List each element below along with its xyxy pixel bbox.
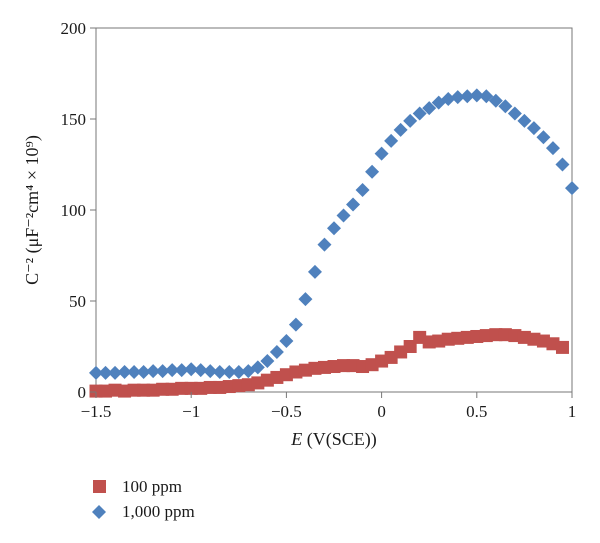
data-point-1000ppm [507, 106, 522, 121]
x-tick-label: −1 [182, 402, 200, 421]
data-point-1000ppm [355, 182, 370, 197]
data-point-1000ppm [165, 363, 180, 378]
data-point-1000ppm [136, 364, 151, 379]
data-point-1000ppm [384, 133, 399, 148]
y-axis-label: C⁻² (μF⁻²cm⁴ × 10⁹) [22, 135, 43, 285]
data-point-1000ppm [488, 93, 503, 108]
data-point-1000ppm [526, 121, 541, 136]
y-tick-label: 150 [61, 110, 87, 129]
data-point-1000ppm [469, 88, 484, 103]
series-100ppm [89, 328, 569, 398]
y-tick-label: 100 [61, 201, 87, 220]
data-point-1000ppm [184, 362, 199, 377]
y-tick-label: 0 [78, 383, 87, 402]
series-1000ppm [89, 88, 579, 380]
data-point-1000ppm [89, 365, 103, 380]
data-point-1000ppm [193, 363, 208, 378]
y-axis: 0 50 100 150 200 [61, 19, 96, 402]
data-point-1000ppm [412, 106, 427, 121]
data-point-1000ppm [545, 141, 560, 156]
data-point-1000ppm [374, 146, 389, 161]
data-point-1000ppm [108, 365, 123, 380]
data-point-1000ppm [212, 364, 227, 379]
data-point-1000ppm [422, 101, 437, 116]
x-tick-label: −1.5 [81, 402, 112, 421]
x-tick-label: −0.5 [271, 402, 302, 421]
legend-label-1000ppm: 1,000 ppm [122, 502, 195, 521]
data-point-1000ppm [317, 237, 332, 252]
data-point-1000ppm [365, 164, 380, 179]
data-point-1000ppm [155, 364, 170, 379]
data-point-1000ppm [498, 99, 513, 114]
data-point-1000ppm [288, 317, 303, 332]
data-point-1000ppm [231, 364, 246, 379]
data-point-1000ppm [250, 360, 265, 375]
data-point-1000ppm [203, 364, 218, 379]
legend: 100 ppm 1,000 ppm [92, 477, 195, 521]
data-point-1000ppm [117, 364, 132, 379]
y-tick-label: 200 [61, 19, 87, 38]
legend-marker-1000ppm [92, 505, 106, 519]
data-point-1000ppm [479, 89, 494, 104]
data-point-1000ppm [127, 364, 142, 379]
data-point-1000ppm [307, 264, 322, 279]
data-point-1000ppm [536, 130, 551, 145]
data-point-1000ppm [555, 157, 570, 172]
x-axis-label: E (V(SCE)) [290, 429, 377, 450]
data-point-1000ppm [222, 364, 237, 379]
data-point-1000ppm [146, 364, 161, 379]
data-point-1000ppm [279, 334, 294, 349]
x-axis: −1.5 −1 −0.5 0 0.5 1 [81, 392, 577, 421]
data-point-1000ppm [517, 113, 532, 128]
y-tick-label: 50 [69, 292, 86, 311]
legend-marker-100ppm [93, 480, 106, 493]
x-tick-label: 0.5 [466, 402, 487, 421]
data-point-100ppm [555, 340, 569, 354]
data-point-1000ppm [260, 354, 275, 369]
x-tick-label: 0 [377, 402, 386, 421]
data-point-1000ppm [565, 181, 579, 196]
legend-label-100ppm: 100 ppm [122, 477, 182, 496]
data-point-1000ppm [269, 344, 284, 359]
data-point-1000ppm [298, 292, 313, 307]
data-point-1000ppm [450, 90, 465, 105]
data-point-1000ppm [174, 363, 189, 378]
data-point-1000ppm [98, 365, 113, 380]
x-tick-label: 1 [568, 402, 577, 421]
data-point-1000ppm [460, 89, 475, 104]
data-point-1000ppm [346, 197, 361, 212]
data-point-1000ppm [327, 221, 341, 236]
data-point-1000ppm [393, 122, 408, 137]
data-point-1000ppm [403, 113, 418, 128]
data-point-1000ppm [336, 208, 351, 223]
data-point-1000ppm [441, 91, 456, 106]
